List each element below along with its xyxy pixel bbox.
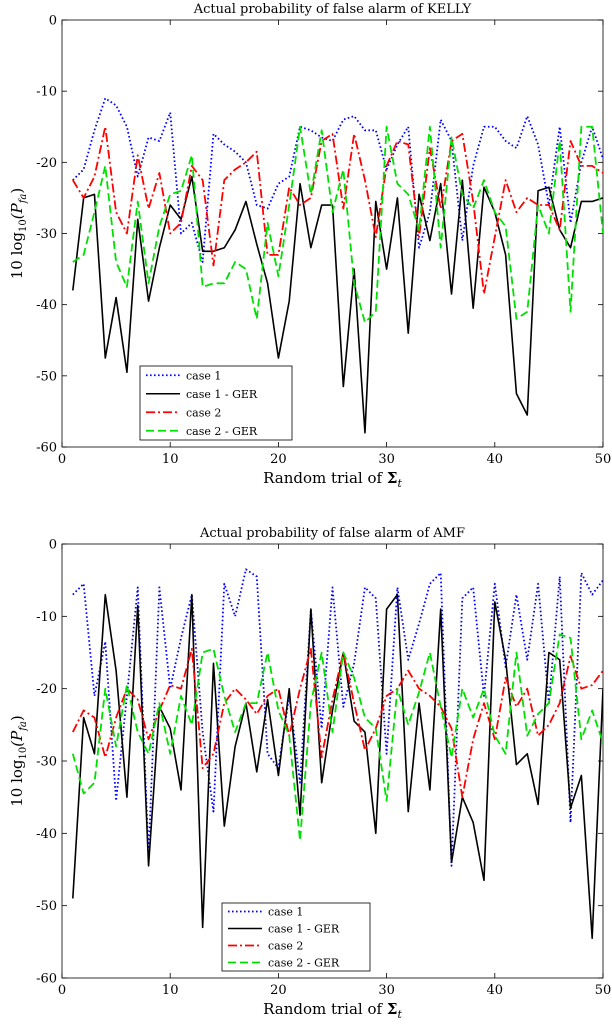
x-tick-label: 30 <box>378 452 395 467</box>
y-tick-label: -20 <box>36 682 57 697</box>
legend: case 1 case 1 - GER case 2 case 2 - GER <box>139 365 293 441</box>
series-line-1 <box>72 568 603 867</box>
x-tick-label: 10 <box>162 983 179 998</box>
y-tick-label: -30 <box>36 227 57 242</box>
series-line-2 <box>72 175 603 434</box>
legend-label: case 1 <box>268 906 303 919</box>
x-tick-label: 0 <box>58 452 66 467</box>
x-tick-label: 20 <box>270 452 287 467</box>
series-line-3 <box>72 125 603 295</box>
x-tick-label: 50 <box>595 983 612 998</box>
series-line-3 <box>72 647 603 799</box>
legend-label: case 2 - GER <box>186 425 258 438</box>
legend-label: case 1 - GER <box>268 923 340 936</box>
series-line-4 <box>72 125 603 324</box>
y-axis-label: 10 log10(Pfa) <box>8 715 29 807</box>
x-tick-label: 50 <box>595 452 612 467</box>
y-tick-label: -10 <box>36 85 57 100</box>
y-tick-label: -20 <box>36 156 57 171</box>
legend: case 1 case 1 - GER case 2 case 2 - GER <box>221 902 371 972</box>
x-tick-label: 10 <box>162 452 179 467</box>
legend-label: case 2 - GER <box>268 957 340 970</box>
legend-box <box>221 902 371 972</box>
y-tick-label: -60 <box>36 972 57 987</box>
y-tick-label: -50 <box>36 369 57 384</box>
x-axis-label: Random trial of Σt <box>263 1000 402 1021</box>
legend-label: case 2 <box>268 940 303 953</box>
x-tick-label: 30 <box>378 983 395 998</box>
chart-title: Actual probability of false alarm of KEL… <box>193 2 472 17</box>
legend-label: case 2 <box>186 406 221 419</box>
chart-panel-1: Actual probability of false alarm of KEL… <box>8 2 612 490</box>
legend-box <box>139 365 293 441</box>
x-tick-label: 20 <box>270 983 287 998</box>
y-tick-label: -40 <box>36 827 57 842</box>
y-axis-label: 10 log10(Pfa) <box>8 188 29 280</box>
y-tick-label: -60 <box>36 441 57 456</box>
x-tick-label: 40 <box>487 983 504 998</box>
legend-label: case 1 <box>186 369 221 382</box>
y-tick-label: 0 <box>49 538 57 553</box>
y-tick-label: 0 <box>49 14 57 29</box>
y-tick-label: -10 <box>36 610 57 625</box>
legend-label: case 1 - GER <box>186 388 258 401</box>
y-tick-label: -50 <box>36 899 57 914</box>
x-tick-label: 40 <box>487 452 504 467</box>
chart-title: Actual probability of false alarm of AMF <box>199 526 465 541</box>
y-tick-label: -40 <box>36 298 57 313</box>
x-tick-label: 0 <box>58 983 66 998</box>
y-tick-label: -30 <box>36 755 57 770</box>
series-line-1 <box>72 97 603 263</box>
x-axis-label: Random trial of Σt <box>263 469 402 490</box>
chart-panel-2: Actual probability of false alarm of AMF… <box>8 526 612 1021</box>
